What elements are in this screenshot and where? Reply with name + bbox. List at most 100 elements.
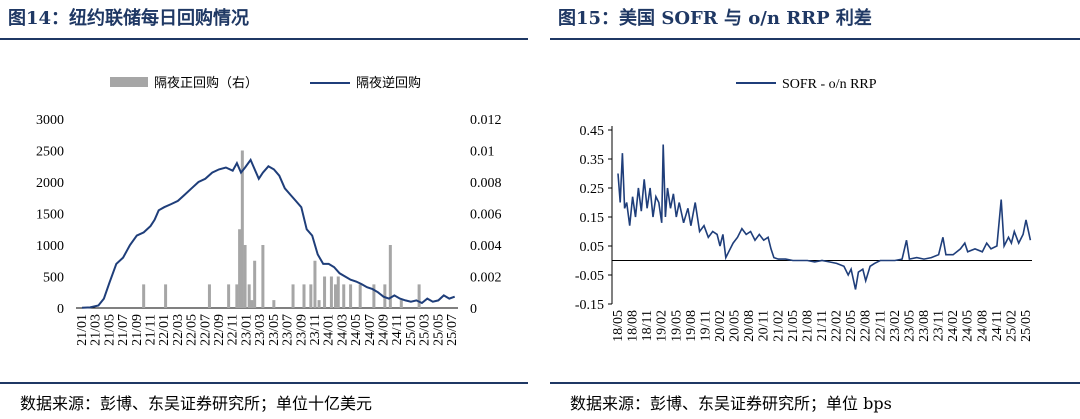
bar bbox=[302, 284, 306, 308]
bar bbox=[291, 284, 295, 308]
source-divider bbox=[0, 382, 528, 384]
y-left-tick-label: 500 bbox=[43, 271, 64, 286]
title-divider bbox=[0, 38, 528, 40]
x-tick-label: 24/11 bbox=[990, 310, 1005, 341]
x-tick-label: 21/05 bbox=[102, 314, 117, 346]
y-left-tick-label: 2500 bbox=[36, 145, 64, 160]
x-tick-label: 22/05 bbox=[185, 314, 200, 346]
x-tick-label: 24/07 bbox=[363, 314, 378, 346]
chart-title: 图15：美国 SOFR 与 o/n RRP 利差 bbox=[558, 8, 872, 29]
data-source: 数据来源：彭博、东吴证券研究所；单位 bps bbox=[570, 394, 892, 413]
x-tick-label: 19/08 bbox=[684, 310, 699, 342]
x-tick-label: 22/11 bbox=[226, 314, 241, 345]
spread-chart: SOFR - o/n RRP -0.15 -0.05 0.05 0.15 0.25 0.35… bbox=[575, 77, 1034, 342]
x-tick-label: 23/11 bbox=[308, 314, 323, 345]
y-right-tick-label: 0.012 bbox=[470, 113, 502, 128]
x-tick-label: 25/02 bbox=[1004, 310, 1019, 342]
bar bbox=[207, 284, 211, 308]
bar bbox=[399, 300, 403, 308]
x-tick-label: 18/05 bbox=[611, 310, 626, 342]
source-divider bbox=[550, 382, 1080, 384]
bar bbox=[329, 276, 333, 308]
y-right-tick-label: 0.002 bbox=[470, 271, 502, 286]
bar bbox=[253, 260, 257, 308]
x-tick-label: 19/05 bbox=[669, 310, 684, 342]
x-tick-label: 20/08 bbox=[742, 310, 757, 342]
x-tick-label: 18/08 bbox=[626, 310, 641, 342]
y-right-tick-label: 0.01 bbox=[470, 145, 495, 160]
x-tick-label: 23/05 bbox=[267, 314, 282, 346]
bar bbox=[309, 284, 313, 308]
y-tick-label: 0.05 bbox=[580, 240, 605, 255]
x-tick-label: 21/09 bbox=[130, 314, 145, 346]
x-tick-label: 23/11 bbox=[932, 310, 947, 341]
x-tick-label: 23/01 bbox=[239, 314, 254, 346]
x-tick-label: 19/02 bbox=[655, 310, 670, 342]
x-tick-label: 22/01 bbox=[157, 314, 172, 346]
bar bbox=[336, 276, 340, 308]
x-tick-label: 23/03 bbox=[253, 314, 268, 346]
x-tick-label: 22/03 bbox=[171, 314, 186, 346]
x-tick-label: 19/11 bbox=[698, 310, 713, 341]
x-tick-label: 24/05 bbox=[349, 314, 364, 346]
x-tick-label: 20/11 bbox=[757, 310, 772, 341]
bar bbox=[261, 245, 265, 308]
bar bbox=[272, 300, 276, 308]
data-source: 数据来源：彭博、东吴证券研究所；单位十亿美元 bbox=[20, 394, 373, 413]
bar bbox=[240, 150, 244, 308]
legend-label: 隔夜正回购（右） bbox=[154, 75, 258, 91]
y-right-tick-label: 0.006 bbox=[470, 208, 502, 223]
legend-swatch-bar bbox=[110, 77, 148, 87]
legend-label: SOFR - o/n RRP bbox=[782, 77, 877, 92]
bar bbox=[164, 284, 168, 308]
y-left-tick-label: 1500 bbox=[36, 208, 64, 223]
bar bbox=[142, 284, 146, 308]
y-tick-label: -0.05 bbox=[575, 269, 604, 284]
bar bbox=[323, 276, 327, 308]
x-tick-label: 21/08 bbox=[800, 310, 815, 342]
bar bbox=[243, 245, 247, 308]
bar bbox=[247, 284, 251, 308]
bar bbox=[313, 260, 317, 308]
x-tick-label: 21/07 bbox=[116, 314, 131, 346]
y-left-tick-label: 2000 bbox=[36, 176, 64, 191]
x-tick-label: 23/05 bbox=[902, 310, 917, 342]
x-tick-label: 21/05 bbox=[786, 310, 801, 342]
y-tick-label: 0.35 bbox=[580, 153, 605, 168]
y-right-tick-label: 0.008 bbox=[470, 176, 502, 191]
x-tick-label: 23/09 bbox=[294, 314, 309, 346]
x-tick-label: 18/11 bbox=[640, 310, 655, 341]
bar bbox=[235, 284, 239, 308]
bar bbox=[250, 300, 254, 308]
x-tick-label: 22/08 bbox=[859, 310, 874, 342]
x-tick-label: 24/08 bbox=[975, 310, 990, 342]
bar bbox=[417, 284, 421, 308]
bar bbox=[342, 284, 346, 308]
x-tick-label: 21/02 bbox=[771, 310, 786, 342]
y-left-tick-label: 3000 bbox=[36, 113, 64, 128]
x-tick-label: 24/05 bbox=[961, 310, 976, 342]
y-tick-label: -0.15 bbox=[575, 298, 604, 313]
y-tick-label: 0.25 bbox=[580, 182, 605, 197]
x-tick-label: 22/09 bbox=[212, 314, 227, 346]
x-tick-label: 25/01 bbox=[404, 314, 419, 346]
x-tick-label: 24/01 bbox=[322, 314, 337, 346]
x-tick-label: 21/01 bbox=[75, 314, 90, 346]
left-panel: 图14：纽约联储每日回购情况 隔夜正回购（右） 隔夜逆回购 0 500 1000 1500… bbox=[0, 0, 528, 419]
x-tick-label: 25/05 bbox=[431, 314, 446, 346]
x-tick-label: 23/02 bbox=[888, 310, 903, 342]
x-tick-label: 22/11 bbox=[873, 310, 888, 341]
title-divider bbox=[550, 38, 1080, 40]
bar bbox=[372, 284, 376, 308]
x-tick-label: 25/03 bbox=[418, 314, 433, 346]
x-tick-label: 25/05 bbox=[1019, 310, 1034, 342]
chart-title: 图14：纽约联储每日回购情况 bbox=[8, 8, 250, 29]
bar bbox=[358, 284, 362, 308]
y-tick-label: 0.45 bbox=[580, 124, 605, 139]
x-tick-label: 23/07 bbox=[281, 314, 296, 346]
bar bbox=[317, 300, 321, 308]
x-tick-label: 23/08 bbox=[917, 310, 932, 342]
y-right-tick-label: 0 bbox=[470, 302, 477, 317]
x-tick-label: 21/11 bbox=[815, 310, 830, 341]
legend-label: 隔夜逆回购 bbox=[356, 75, 421, 91]
